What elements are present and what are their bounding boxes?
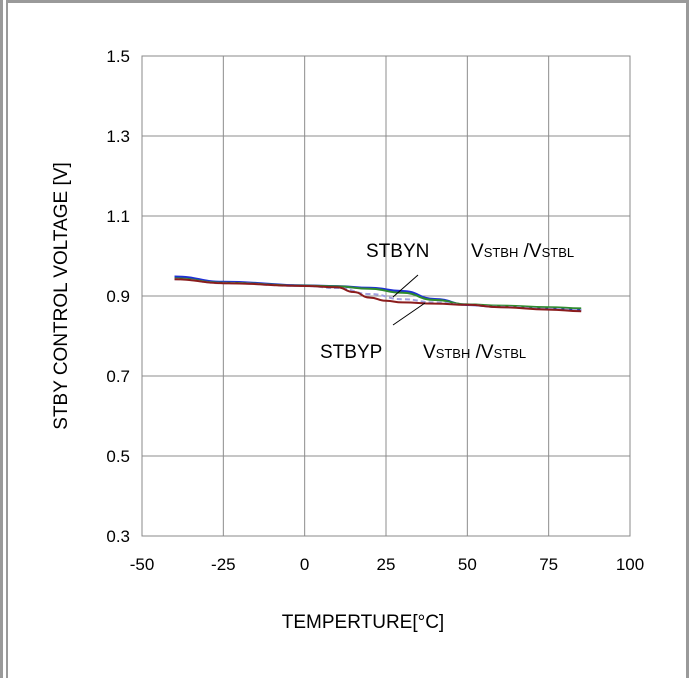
y-tick-label: 0.7 <box>106 367 130 386</box>
x-axis-tick-labels: -50 -25 0 25 50 75 100 <box>130 555 644 574</box>
frame-border-right <box>686 0 689 678</box>
x-tick-label: 100 <box>616 555 644 574</box>
x-tick-label: -25 <box>211 555 236 574</box>
y-axis-tick-labels: 0.3 0.5 0.7 0.9 1.1 1.3 1.5 <box>106 47 130 546</box>
frame-border-top <box>8 0 688 3</box>
y-tick-label: 1.1 <box>106 207 130 226</box>
y-tick-label: 0.3 <box>106 527 130 546</box>
x-tick-label: 75 <box>539 555 558 574</box>
y-tick-label: 0.9 <box>106 287 130 306</box>
x-tick-label: 50 <box>458 555 477 574</box>
x-tick-label: 0 <box>300 555 309 574</box>
stbyn-label: STBYN <box>366 241 429 262</box>
series-line-4 <box>174 278 582 313</box>
y-axis-label: STBY CONTROL VOLTAGE [V] <box>51 162 72 429</box>
grid-lines <box>141 55 631 537</box>
stbyp-leader-line <box>392 302 426 326</box>
stbyn-vstbh-vstbl-label: VSTBH /VSTBL <box>471 241 574 262</box>
frame-border-left <box>0 0 3 678</box>
x-tick-label: -50 <box>130 555 155 574</box>
plot-area-border <box>141 55 631 537</box>
stbyn-leader-line <box>392 274 419 298</box>
series-line-1 <box>174 275 582 312</box>
x-tick-label: 25 <box>377 555 396 574</box>
y-tick-label: 1.5 <box>106 47 130 66</box>
stbyp-vstbh-vstbl-label: VSTBH /VSTBL <box>423 342 526 363</box>
series-lines <box>174 275 582 313</box>
stbyp-label: STBYP <box>320 342 382 363</box>
y-tick-label: 1.3 <box>106 127 130 146</box>
frame-border-left-inner <box>6 0 8 678</box>
y-tick-label: 0.5 <box>106 447 130 466</box>
x-axis-label: TEMPERTURE[°C] <box>282 612 444 633</box>
